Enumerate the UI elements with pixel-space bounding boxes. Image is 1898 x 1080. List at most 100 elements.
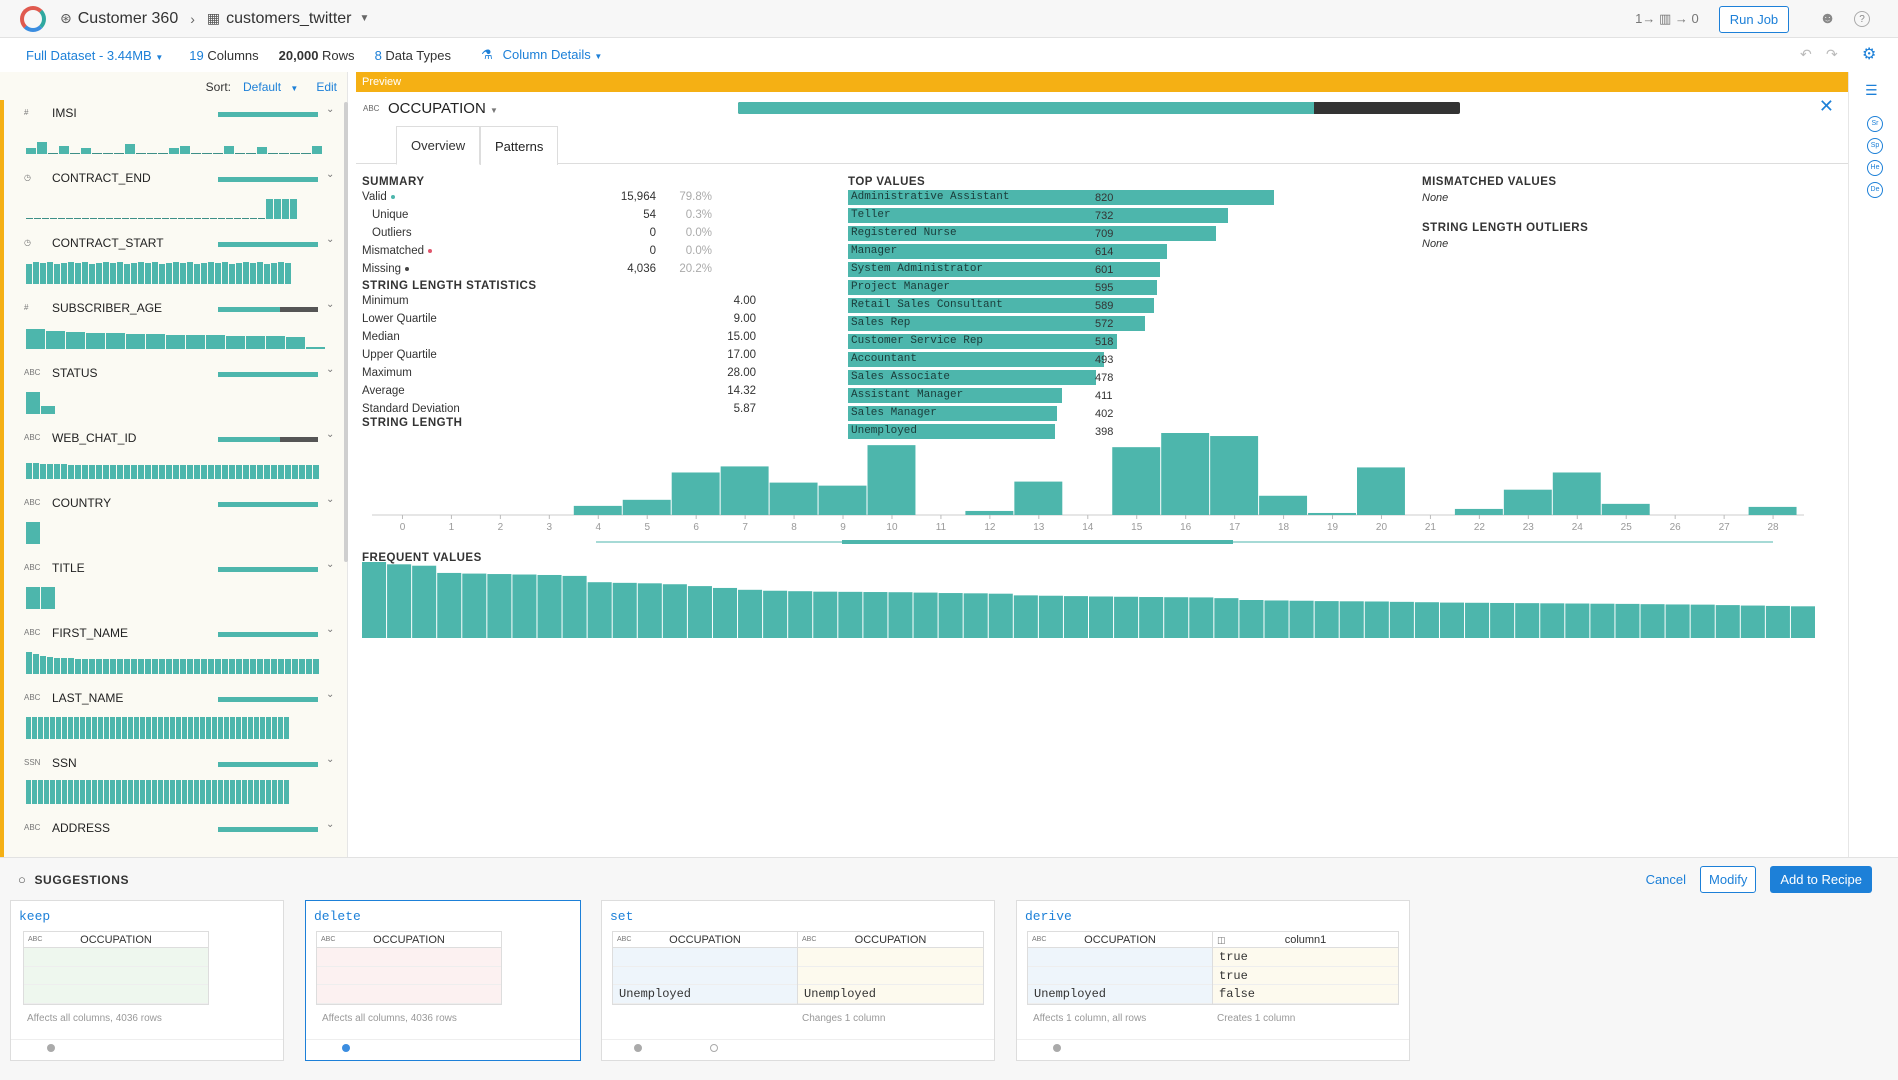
suggestion-card-delete[interactable]: delete ABC OCCUPATION Affects all columns… [305, 900, 581, 1061]
frequent-value-bar[interactable] [1439, 602, 1465, 638]
variant-dot[interactable] [634, 1044, 642, 1052]
string-length-bar[interactable] [1161, 433, 1210, 515]
column-histogram[interactable] [26, 451, 330, 479]
column-menu-chevron-icon[interactable]: ⌄ [326, 624, 335, 635]
undo-icon[interactable]: ↶ [1800, 46, 1812, 62]
frequent-value-bar[interactable] [1314, 601, 1339, 638]
frequent-value-bar[interactable] [838, 591, 863, 638]
variant-dot[interactable] [1053, 1044, 1061, 1052]
column-histogram[interactable] [26, 256, 330, 284]
top-value-bar[interactable]: Sales Manager [848, 406, 1057, 421]
tab-patterns[interactable]: Patterns [480, 126, 559, 165]
column-quality-bar[interactable] [218, 502, 318, 507]
top-value-bar[interactable]: Sales Associate [848, 370, 1097, 385]
column-quality-bar[interactable] [218, 632, 318, 637]
frequent-value-bar[interactable] [1665, 604, 1690, 638]
frequent-value-bar[interactable] [1615, 603, 1640, 638]
frequent-value-bar[interactable] [1239, 600, 1264, 638]
help-icon[interactable]: ? [1854, 11, 1870, 27]
column-row[interactable]: ABC COUNTRY ⌄ [0, 492, 347, 557]
frequent-value-bar[interactable] [562, 575, 587, 638]
top-value-bar[interactable]: Registered Nurse [848, 226, 1217, 241]
top-value-row[interactable]: Administrative Assistant 820 [848, 190, 1274, 205]
edit-columns-link[interactable]: Edit [316, 80, 337, 94]
top-value-row[interactable]: Manager 614 [848, 244, 1167, 259]
variant-dot-active[interactable] [342, 1044, 350, 1052]
frequent-value-bar[interactable] [1013, 595, 1038, 638]
frequent-value-bar[interactable] [1715, 605, 1740, 638]
top-value-row[interactable]: Customer Service Rep 518 [848, 334, 1118, 349]
modify-button[interactable]: Modify [1700, 866, 1757, 893]
top-value-row[interactable]: Sales Associate 478 [848, 370, 1113, 385]
frequent-value-bar[interactable] [1189, 597, 1214, 638]
column-quality-bar[interactable] [218, 372, 318, 377]
tab-overview[interactable]: Overview [396, 126, 481, 165]
frequent-value-bar[interactable] [763, 590, 788, 638]
frequent-value-bar[interactable] [863, 592, 888, 638]
dataset-dropdown-chevron-icon[interactable]: ▼ [359, 13, 370, 24]
user-icon[interactable]: ☻ [1819, 10, 1836, 27]
recipe-icon[interactable]: ☰ [1865, 82, 1878, 98]
top-value-bar[interactable]: Accountant [848, 352, 1105, 367]
column-menu-chevron-icon[interactable]: ⌄ [326, 299, 335, 310]
string-length-bar[interactable] [965, 510, 1014, 515]
top-value-row[interactable]: Sales Rep 572 [848, 316, 1146, 331]
run-job-button[interactable]: Run Job [1718, 5, 1790, 33]
frequent-value-bar[interactable] [712, 587, 738, 638]
app-logo-icon[interactable] [20, 5, 46, 32]
column-quality-bar[interactable] [218, 242, 318, 247]
frequent-value-bar[interactable] [537, 574, 562, 638]
close-icon[interactable]: ✕ [1818, 96, 1834, 116]
frequent-value-bar[interactable] [1038, 595, 1063, 638]
column-row[interactable]: # IMSI ⌄ [0, 102, 347, 167]
string-length-bar[interactable] [573, 505, 622, 515]
column-title[interactable]: OCCUPATION ▼ [388, 100, 498, 117]
flow-name-link[interactable]: Customer 360 [77, 9, 179, 27]
column-quality-bar[interactable] [218, 567, 318, 572]
column-row[interactable]: ABC ADDRESS ⌄ [0, 817, 347, 857]
top-value-row[interactable]: Assistant Manager 411 [848, 388, 1113, 403]
top-value-row[interactable]: System Administrator 601 [848, 262, 1161, 277]
redo-icon[interactable]: ↷ [1826, 46, 1838, 62]
column-menu-chevron-icon[interactable]: ⌄ [326, 234, 335, 245]
column-histogram[interactable] [26, 841, 330, 857]
frequent-value-bar[interactable] [612, 582, 637, 638]
top-value-bar[interactable]: Assistant Manager [848, 388, 1062, 403]
frequent-value-bar[interactable] [1765, 605, 1790, 638]
column-quality-bar[interactable] [218, 697, 318, 702]
column-row[interactable]: ABC STATUS ⌄ [0, 362, 347, 427]
frequent-value-bar[interactable] [1289, 600, 1314, 638]
frequent-value-bar[interactable] [1164, 597, 1189, 638]
frequent-value-bar[interactable] [1414, 602, 1439, 638]
frequent-value-bar[interactable] [1389, 601, 1414, 638]
sort-dropdown[interactable]: Default ▼ [237, 80, 298, 94]
column-histogram[interactable] [26, 776, 330, 804]
variant-dot[interactable] [47, 1044, 55, 1052]
column-histogram[interactable] [26, 581, 330, 609]
frequent-value-bar[interactable] [1540, 603, 1565, 638]
frequent-value-bar[interactable] [587, 582, 612, 638]
string-length-bar[interactable] [1112, 447, 1161, 515]
string-length-bar[interactable] [1552, 472, 1601, 515]
string-length-bar[interactable] [867, 445, 916, 515]
column-row[interactable]: ABC FIRST_NAME ⌄ [0, 622, 347, 687]
string-length-bar[interactable] [1601, 503, 1650, 515]
top-value-row[interactable]: Accountant 493 [848, 352, 1113, 367]
data-quality-bar[interactable] [738, 102, 1460, 114]
top-value-row[interactable]: Project Manager 595 [848, 280, 1158, 295]
frequent-value-bar[interactable] [1515, 603, 1540, 638]
column-quality-bar[interactable] [218, 177, 318, 182]
column-quality-bar[interactable] [218, 827, 318, 832]
frequent-value-bar[interactable] [637, 583, 662, 638]
frequent-value-bar[interactable] [412, 565, 437, 638]
string-length-bar[interactable] [1748, 506, 1797, 515]
suggestion-card-derive[interactable]: derive ABC OCCUPATION Unemployed ◫ column1… [1016, 900, 1410, 1061]
column-histogram[interactable] [26, 386, 330, 414]
top-value-row[interactable]: Teller 732 [848, 208, 1229, 223]
rail-tool-icon[interactable]: De [1867, 182, 1883, 198]
frequent-value-bar[interactable] [1690, 604, 1715, 638]
frequent-value-bar[interactable] [512, 574, 537, 638]
column-details-menu[interactable]: ⚗ Column Details ▼ [481, 47, 602, 63]
top-value-row[interactable]: Unemployed 398 [848, 424, 1113, 439]
string-length-bar[interactable] [1503, 489, 1552, 515]
